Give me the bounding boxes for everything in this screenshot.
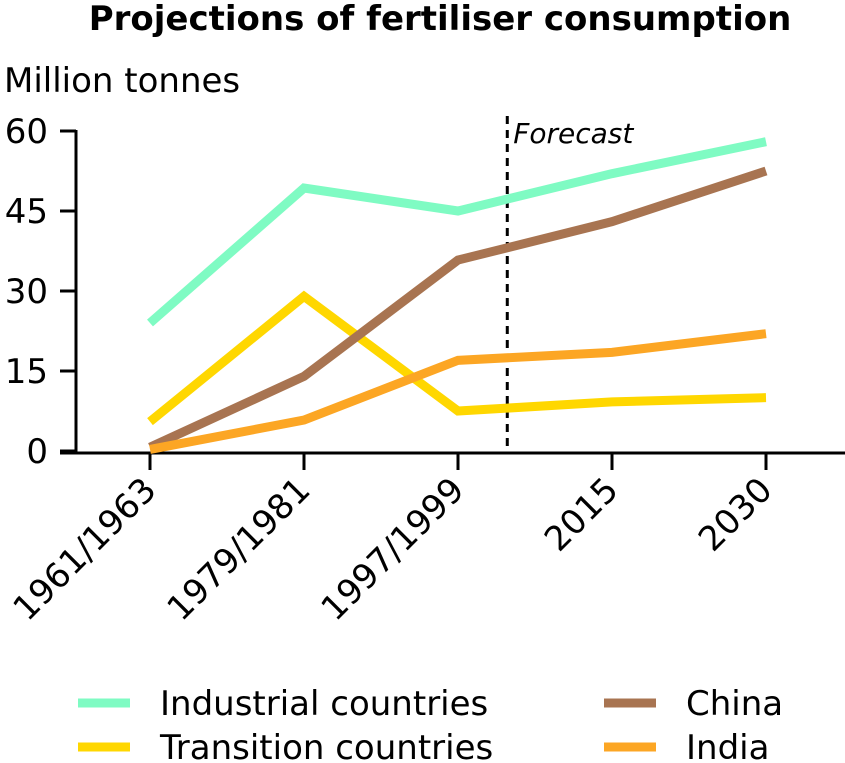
x-tick-label: 1961/1963 [6,470,165,629]
y-ticks: 0 15 30 45 60 [5,112,76,472]
y-tick-label: 60 [5,112,48,152]
y-tick-label: 45 [5,192,48,232]
x-tick-label: 2030 [691,470,780,559]
forecast-label: Forecast [513,117,634,150]
series-line-3 [149,329,767,454]
x-tick-label: 2015 [537,470,626,559]
x-tick-label: 1979/1981 [160,470,319,629]
legend-label: India [686,728,769,763]
series-lines [147,137,768,454]
y-tick-label: 30 [5,272,48,312]
series-line-0 [147,137,767,327]
x-tick-label: 1997/1999 [314,470,473,629]
y-tick-label: 0 [26,432,48,472]
legend: Industrial countries Transition countries… [78,684,783,763]
series-line-2 [148,166,768,452]
series-line-1 [147,290,767,426]
chart-title: Projections of fertiliser consumption [89,0,792,39]
legend-label: China [686,684,783,724]
y-tick-label: 15 [5,352,48,392]
legend-label: Transition countries [159,728,493,763]
y-axis-label: Million tonnes [4,61,240,101]
legend-label: Industrial countries [160,684,488,724]
